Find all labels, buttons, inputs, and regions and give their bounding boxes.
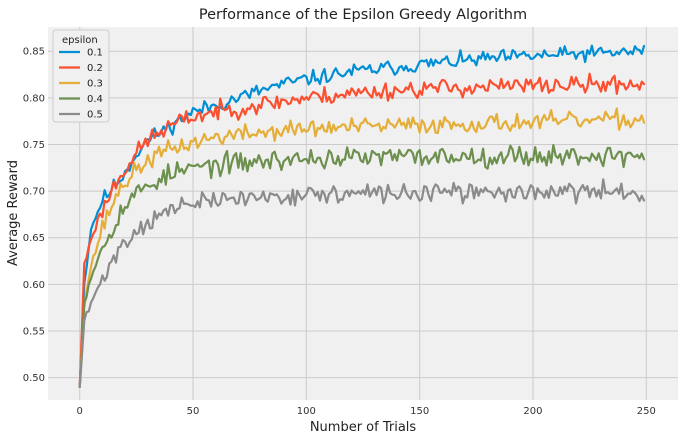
series-line-0-3 [78, 107, 646, 389]
x-tick-label: 200 [523, 406, 542, 417]
series-layer [78, 44, 646, 389]
series-line-0-1 [78, 44, 646, 389]
tick-layer: 0 50 100 150 200 250 0.50 0.55 0.60 0.65 0.70 0.75 0… [23, 47, 656, 417]
y-tick-label: 0.80 [23, 93, 45, 104]
series-line-0-5 [78, 178, 646, 389]
y-axis-label: Average Reward [6, 160, 21, 266]
x-tick-label: 150 [410, 406, 429, 417]
series-line-0-4 [78, 143, 646, 389]
x-axis-label: Number of Trials [310, 420, 417, 435]
y-tick-label: 0.85 [23, 47, 45, 58]
x-tick-label: 100 [297, 406, 316, 417]
y-tick-label: 0.60 [23, 280, 45, 291]
legend-label-0-1: 0.1 [87, 48, 103, 59]
legend-title: epsilon [62, 35, 98, 46]
series-line-0-2 [78, 72, 646, 389]
legend-label-0-3: 0.3 [87, 79, 103, 90]
x-tick-label: 250 [637, 406, 656, 417]
x-tick-label: 50 [187, 406, 200, 417]
legend-label-0-5: 0.5 [87, 110, 103, 121]
chart-title: Performance of the Epsilon Greedy Algori… [199, 7, 527, 23]
legend-label-0-2: 0.2 [87, 63, 103, 74]
legend-items: 0.1 0.2 0.3 0.4 0.5 [59, 48, 103, 121]
y-tick-label: 0.75 [23, 140, 45, 151]
plot-background [48, 27, 678, 400]
y-tick-label: 0.65 [23, 233, 45, 244]
x-tick-label: 0 [77, 406, 83, 417]
y-tick-label: 0.50 [23, 373, 45, 384]
legend: epsilon 0.1 0.2 0.3 0.4 0.5 [52, 29, 110, 123]
legend-label-0-4: 0.4 [87, 94, 103, 105]
y-tick-label: 0.70 [23, 187, 45, 198]
y-tick-label: 0.55 [23, 326, 45, 337]
